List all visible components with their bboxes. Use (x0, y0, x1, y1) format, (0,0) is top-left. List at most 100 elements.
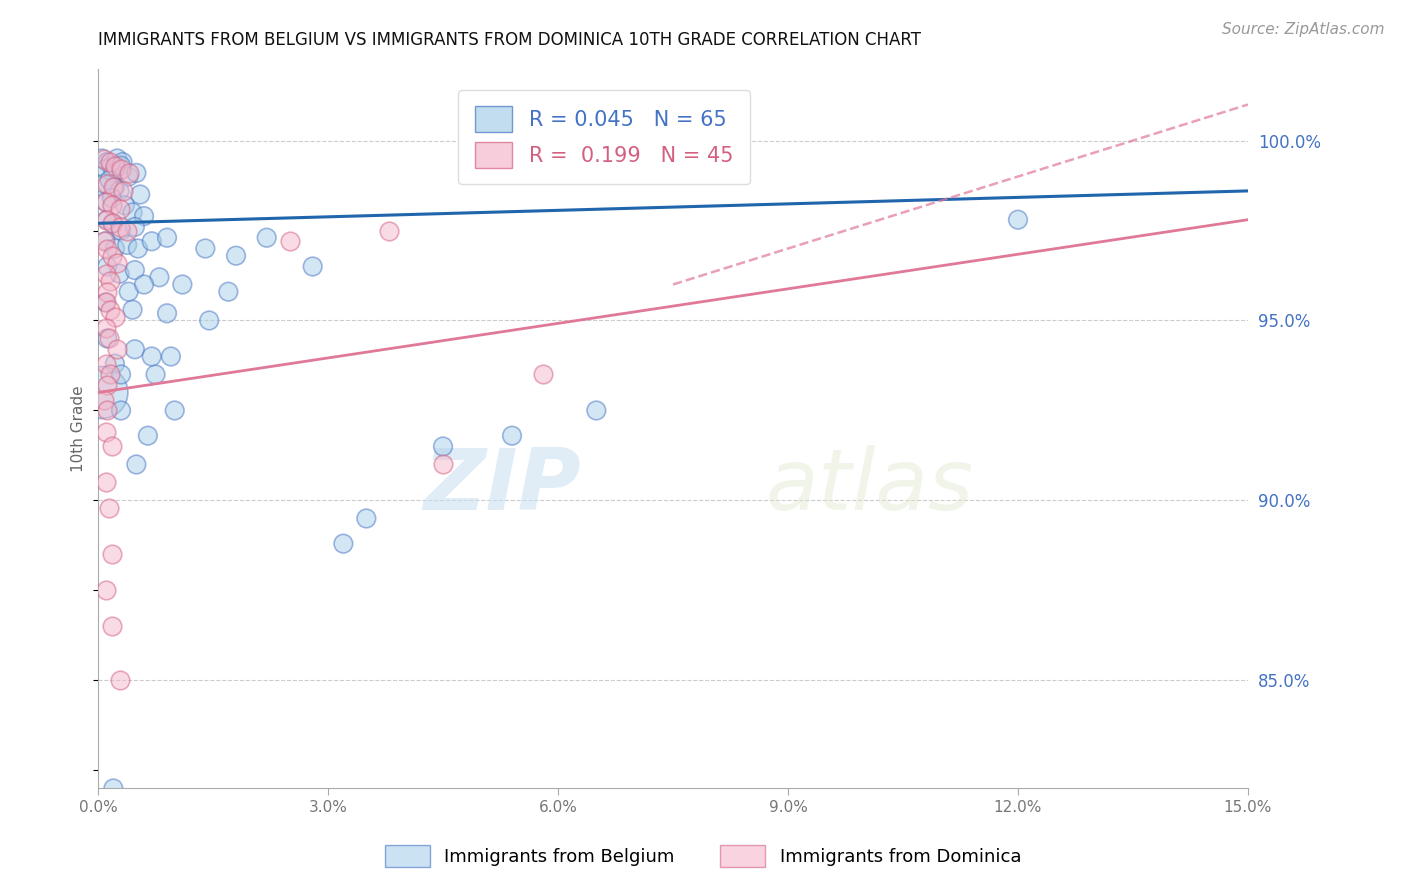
Point (104, 159, 127, 173)
Point (145, 368, 167, 382)
Point (96, 242, 118, 256)
Text: ZIP: ZIP (423, 444, 581, 527)
Point (217, 285, 239, 299)
Point (94, 425, 117, 439)
Point (93, 392, 115, 407)
Point (111, 184, 134, 198)
Point (94, 212, 117, 227)
Point (101, 619, 124, 633)
Point (94, 583, 117, 598)
Point (278, 235, 301, 249)
Point (104, 180, 127, 194)
Point (1007, 212, 1029, 227)
Point (301, 260, 323, 274)
Point (93, 152, 115, 166)
Point (432, 458, 454, 472)
Point (96, 378, 118, 392)
Point (124, 219, 146, 234)
Point (94, 320, 117, 334)
Point (194, 242, 217, 256)
Point (125, 458, 148, 472)
Point (118, 285, 141, 299)
Point (104, 357, 127, 371)
Point (163, 403, 186, 417)
Legend: R = 0.045   N = 65, R =  0.199   N = 45: R = 0.045 N = 65, R = 0.199 N = 45 (458, 90, 749, 185)
Point (108, 219, 131, 234)
Point (108, 184, 131, 198)
Point (156, 230, 179, 244)
Point (432, 440, 454, 454)
Point (136, 428, 159, 442)
Point (132, 277, 155, 292)
Point (585, 403, 607, 417)
Point (172, 277, 194, 292)
Point (96, 331, 118, 345)
Point (156, 306, 179, 320)
Point (115, 223, 138, 237)
Point (111, 155, 134, 169)
Point (125, 166, 148, 180)
Point (105, 152, 128, 166)
Point (103, 781, 125, 796)
Point (101, 216, 124, 230)
Point (378, 223, 401, 237)
Point (98, 368, 121, 382)
Point (104, 242, 127, 256)
Point (127, 242, 149, 256)
Point (198, 313, 221, 327)
Point (94, 235, 117, 249)
Point (121, 302, 143, 317)
Point (94, 357, 117, 371)
Point (129, 187, 152, 202)
Point (124, 343, 146, 357)
Legend: Immigrants from Belgium, Immigrants from Dominica: Immigrants from Belgium, Immigrants from… (378, 838, 1028, 874)
Point (124, 263, 146, 277)
Point (118, 169, 141, 184)
Point (96, 177, 118, 191)
Point (101, 249, 124, 263)
Point (96, 212, 118, 227)
Point (103, 166, 125, 180)
Point (531, 368, 554, 382)
Point (110, 368, 132, 382)
Point (356, 511, 378, 525)
Point (94, 267, 117, 281)
Point (108, 267, 131, 281)
Point (225, 249, 247, 263)
Point (96, 260, 118, 274)
Point (96, 403, 118, 417)
Point (103, 180, 125, 194)
Point (96, 155, 118, 169)
Point (104, 310, 127, 324)
Point (160, 350, 183, 364)
Point (115, 238, 138, 252)
Point (101, 159, 124, 173)
Point (141, 235, 163, 249)
Y-axis label: 10th Grade: 10th Grade (72, 385, 86, 472)
Point (98, 173, 121, 187)
Point (108, 673, 131, 688)
Point (110, 403, 132, 417)
Point (94, 475, 117, 490)
Point (93, 235, 115, 249)
Point (94, 194, 117, 209)
Point (110, 223, 132, 237)
Point (105, 256, 128, 270)
Point (101, 440, 124, 454)
Point (121, 205, 143, 219)
Point (90, 152, 112, 166)
Point (110, 159, 132, 173)
Point (332, 536, 354, 550)
Point (148, 270, 170, 285)
Point (98, 274, 121, 288)
Point (98, 155, 121, 169)
Point (93, 177, 115, 191)
Point (101, 548, 124, 562)
Point (94, 194, 117, 209)
Point (97, 500, 120, 515)
Point (114, 198, 136, 212)
Point (98, 302, 121, 317)
Text: atlas: atlas (765, 444, 973, 527)
Point (101, 198, 124, 212)
Point (256, 230, 278, 244)
